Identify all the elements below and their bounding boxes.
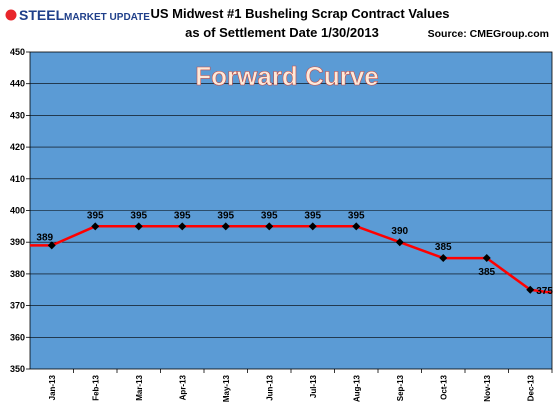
data-label: 395: [174, 210, 191, 221]
x-tick-label: Dec-13: [526, 374, 535, 401]
data-label: 385: [435, 242, 452, 253]
data-point-marker: [308, 222, 317, 231]
data-label: 395: [87, 210, 104, 221]
x-tick-label: May-13: [222, 374, 231, 402]
data-point-marker: [526, 285, 535, 294]
logo: STEEL MARKET UPDATE: [5, 7, 150, 23]
logo-word-a: STEEL: [19, 7, 65, 23]
x-tick-label: Jan-13: [48, 374, 57, 400]
gridlines: [30, 83, 552, 338]
forward-curve-annotation: Forward Curve: [195, 61, 379, 91]
x-tick-label: Nov-13: [483, 374, 492, 401]
y-tick-label: 410: [10, 174, 25, 184]
data-point-marker: [439, 254, 448, 263]
y-tick-label: 420: [10, 142, 25, 152]
y-tick-label: 350: [10, 364, 25, 374]
data-label: 395: [130, 210, 147, 221]
data-label: 395: [217, 210, 234, 221]
data-point-marker: [47, 241, 56, 250]
y-tick-label: 390: [10, 237, 25, 247]
chart-subtitle: as of Settlement Date 1/30/2013: [185, 25, 379, 40]
data-labels: 389 395 395 395 395 395 395 395 390 385 385 375: [36, 210, 553, 296]
y-tick-label: 440: [10, 79, 25, 89]
data-point-marker: [178, 222, 187, 231]
data-label: 390: [391, 226, 408, 237]
data-label: 395: [348, 210, 365, 221]
y-tick-label: 380: [10, 269, 25, 279]
data-point-marker: [352, 222, 361, 231]
x-axis: Jan-13 Feb-13 Mar-13 Apr-13 May-13 Jun-13 Jul-…: [48, 369, 553, 402]
data-point-marker: [134, 222, 143, 231]
data-label: 375: [536, 286, 553, 297]
data-label: 389: [36, 232, 53, 243]
y-tick-label: 400: [10, 206, 25, 216]
data-label: 385: [478, 267, 495, 278]
y-tick-label: 450: [10, 47, 25, 57]
logo-mark-icon: [5, 9, 17, 21]
source-text: Source: CMEGroup.com: [428, 28, 549, 40]
data-point-marker: [395, 238, 404, 247]
data-point-marker: [91, 222, 100, 231]
data-point-marker: [265, 222, 274, 231]
chart-title: US Midwest #1 Busheling Scrap Contract V…: [150, 6, 449, 21]
x-tick-label: Sep-13: [396, 374, 405, 401]
x-tick-label: Jun-13: [265, 374, 274, 400]
x-tick-label: Oct-13: [439, 374, 448, 399]
series-line: [30, 225, 553, 295]
y-tick-label: 370: [10, 301, 25, 311]
x-tick-label: Jul-13: [309, 374, 318, 398]
data-label: 395: [261, 210, 278, 221]
data-point-marker: [221, 222, 230, 231]
y-tick-label: 430: [10, 110, 25, 120]
data-markers: [47, 222, 535, 294]
x-tick-label: Mar-13: [135, 374, 144, 400]
y-tick-label: 360: [10, 332, 25, 342]
y-axis: 350 360 370 380 390 400 410 420 430 440 450: [10, 47, 30, 374]
data-point-marker: [482, 254, 491, 263]
data-label: 395: [304, 210, 321, 221]
x-tick-label: Aug-13: [352, 374, 361, 402]
logo-word-b: MARKET UPDATE: [64, 12, 150, 23]
x-tick-label: Feb-13: [91, 374, 100, 400]
x-tick-label: Apr-13: [178, 374, 187, 400]
